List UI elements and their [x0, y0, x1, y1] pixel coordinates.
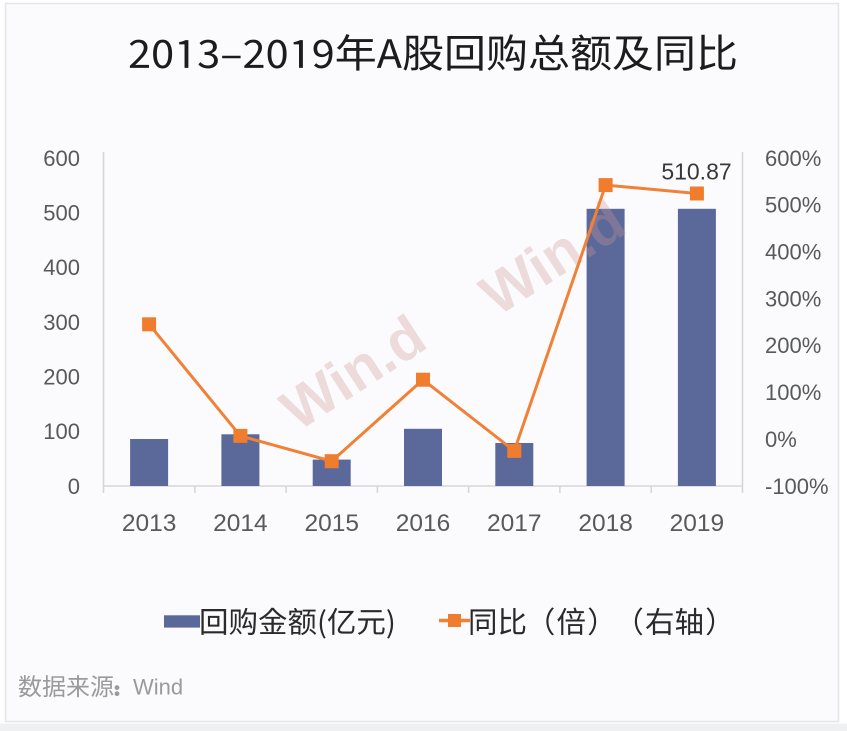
svg-text:500: 500	[43, 201, 80, 226]
svg-text:0: 0	[68, 474, 80, 499]
svg-text:Wind: Wind	[133, 675, 183, 700]
svg-text:2016: 2016	[396, 510, 451, 537]
svg-text:2018: 2018	[578, 510, 633, 537]
svg-text:100: 100	[43, 419, 80, 444]
svg-text:400%: 400%	[765, 240, 821, 265]
svg-text:2019: 2019	[670, 510, 725, 537]
svg-text:300: 300	[43, 310, 80, 335]
svg-text:300%: 300%	[765, 286, 821, 311]
svg-text:0%: 0%	[765, 427, 797, 452]
svg-text:500%: 500%	[765, 193, 821, 218]
svg-text:100%: 100%	[765, 380, 821, 405]
svg-text:2017: 2017	[487, 510, 542, 537]
svg-text:2014: 2014	[213, 510, 268, 537]
svg-text:2013: 2013	[122, 510, 177, 537]
svg-text:-100%: -100%	[765, 474, 829, 499]
svg-text:200%: 200%	[765, 333, 821, 358]
svg-text:510.87: 510.87	[661, 159, 731, 185]
svg-text:400: 400	[43, 255, 80, 280]
svg-text:600: 600	[43, 146, 80, 171]
svg-text:2015: 2015	[304, 510, 359, 537]
svg-text:600%: 600%	[765, 146, 821, 171]
svg-text:200: 200	[43, 365, 80, 390]
